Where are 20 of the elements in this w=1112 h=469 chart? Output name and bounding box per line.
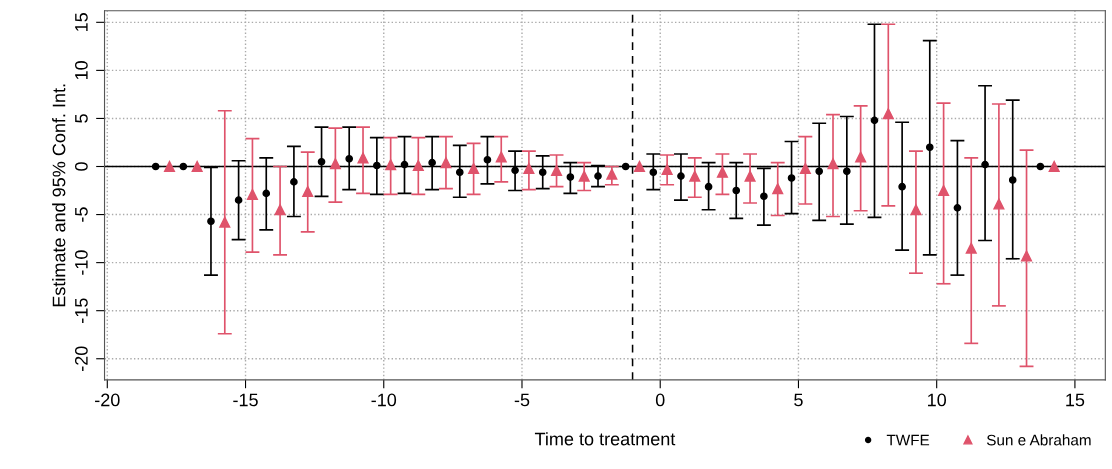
y-tick-label: -20 bbox=[74, 346, 88, 371]
legend-label: TWFE bbox=[886, 434, 930, 446]
x-tick-label: 10 bbox=[928, 393, 947, 407]
x-tick-label: 0 bbox=[655, 393, 665, 407]
y-tick-label: 0 bbox=[74, 162, 88, 171]
y-tick-label: 5 bbox=[75, 114, 88, 123]
y-tick-label: 15 bbox=[75, 13, 88, 31]
legend-label: Sun e Abraham bbox=[986, 434, 1091, 446]
x-tick-label: -5 bbox=[514, 393, 530, 407]
x-tick-label: -20 bbox=[95, 393, 120, 407]
x-tick-label: -10 bbox=[371, 393, 397, 407]
x-axis-title: Time to treatment bbox=[534, 432, 676, 446]
x-tick-label: 5 bbox=[794, 393, 803, 407]
y-tick-label: -15 bbox=[75, 298, 88, 323]
y-tick-label: -5 bbox=[75, 207, 88, 222]
y-tick-label: -10 bbox=[74, 250, 88, 275]
x-tick-label: 15 bbox=[1066, 393, 1085, 407]
x-tick-label: -15 bbox=[233, 393, 258, 407]
y-axis-title: Estimate and 95% Conf. Int. bbox=[52, 84, 66, 307]
y-tick-label: 10 bbox=[74, 61, 88, 80]
